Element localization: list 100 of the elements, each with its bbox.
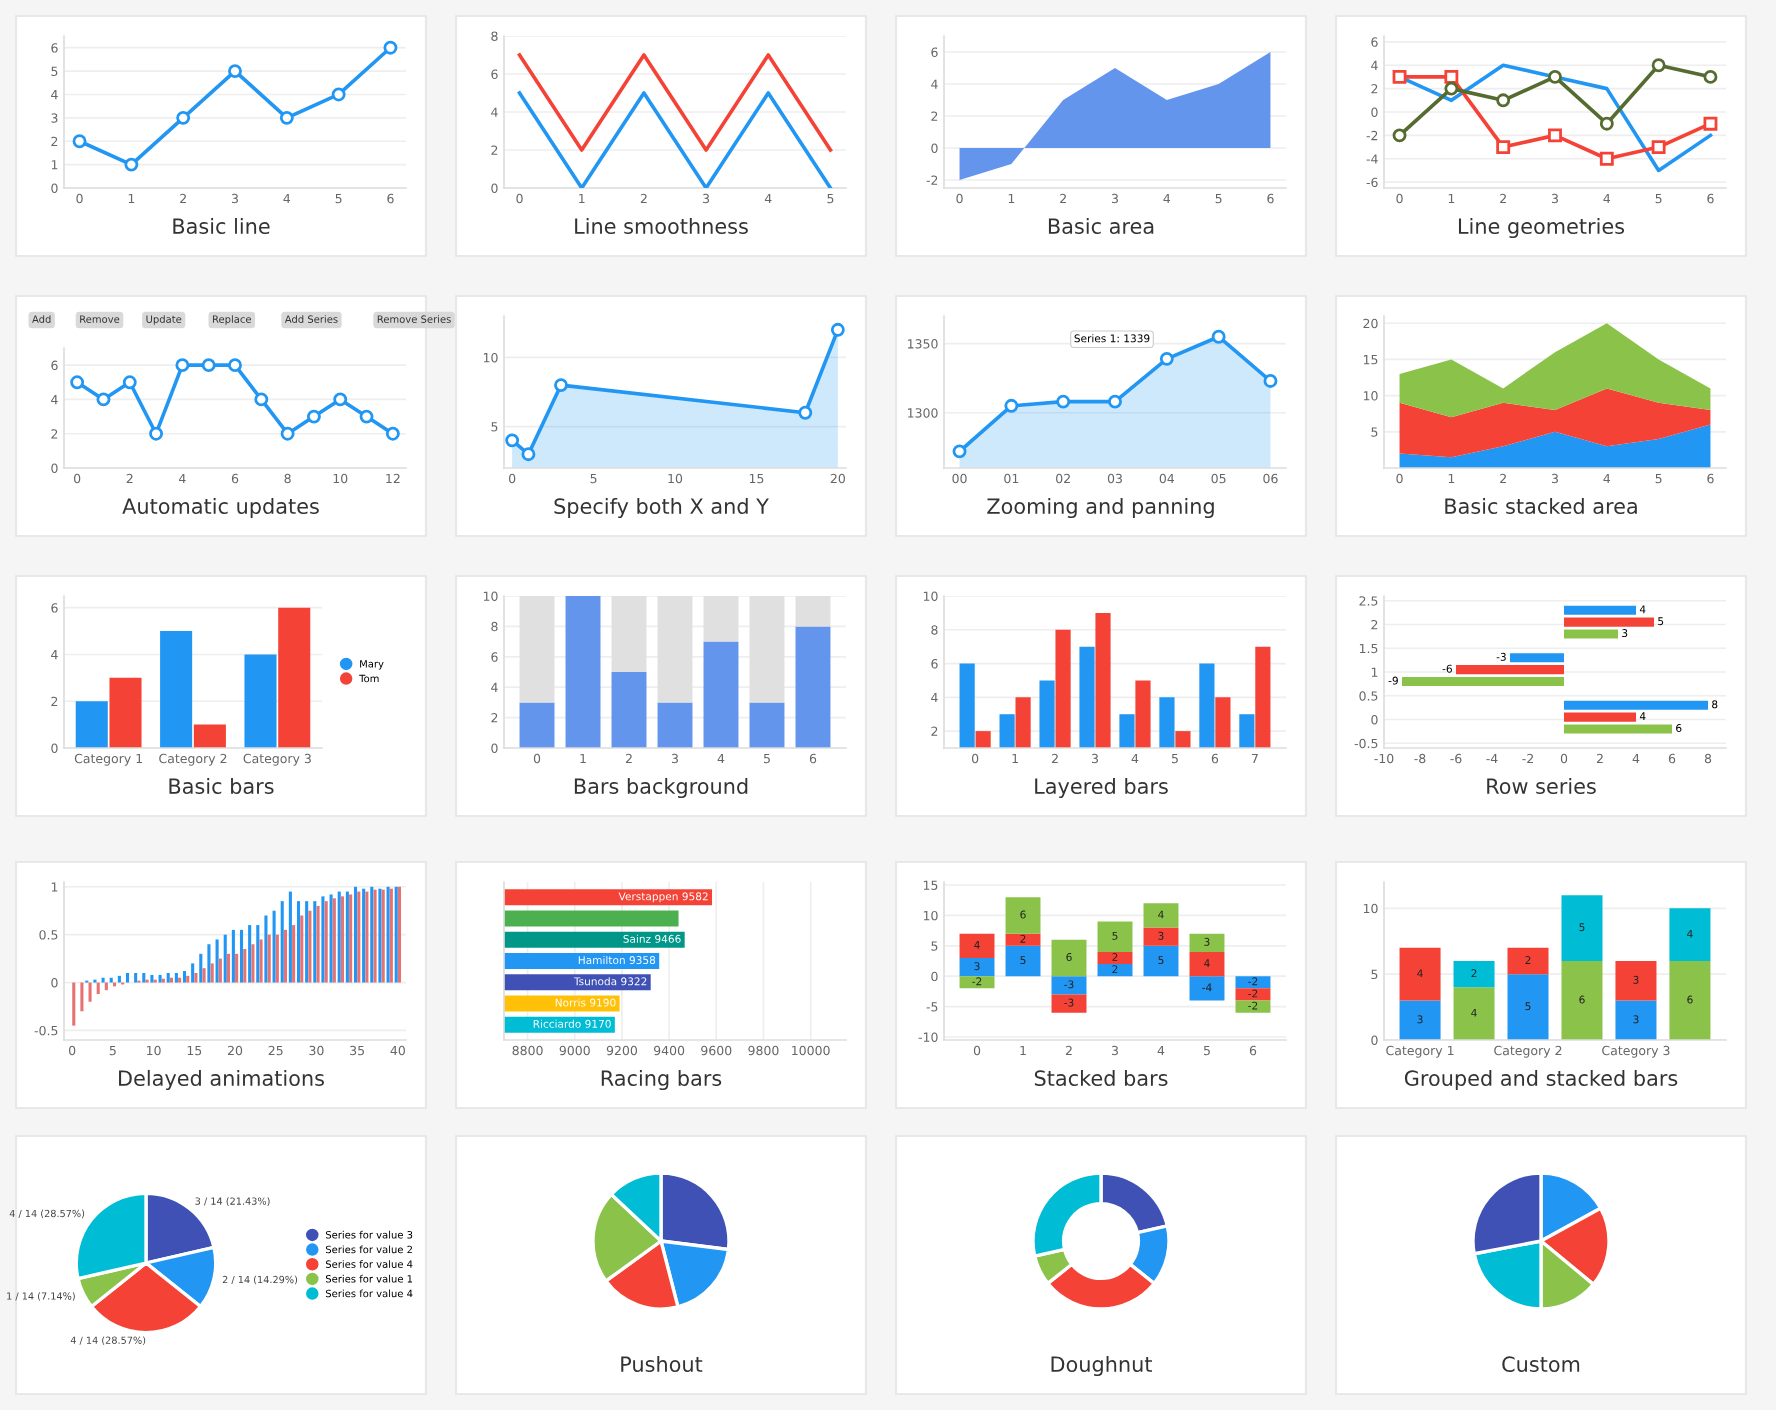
bar xyxy=(1097,964,1133,977)
point xyxy=(72,134,87,149)
bar xyxy=(109,677,142,748)
bar xyxy=(1051,939,1087,977)
bar xyxy=(1564,605,1636,615)
bar xyxy=(1143,945,1179,977)
text: Automatic updates xyxy=(122,497,319,519)
bar xyxy=(1456,665,1564,675)
point xyxy=(149,426,164,441)
point xyxy=(279,110,294,125)
point xyxy=(1599,151,1614,166)
point xyxy=(1548,128,1562,143)
bar xyxy=(1189,976,1225,1001)
point xyxy=(175,358,190,373)
bar xyxy=(1051,976,1087,995)
bar xyxy=(1235,1000,1271,1013)
text: Delayed animations xyxy=(119,1069,324,1091)
text: Doughnut xyxy=(1051,1355,1152,1377)
bar xyxy=(1669,961,1711,1040)
point xyxy=(1056,394,1071,409)
bar xyxy=(1235,988,1271,1001)
bar xyxy=(611,672,647,748)
bar xyxy=(1615,961,1657,1001)
bar xyxy=(703,641,739,748)
bar xyxy=(1564,700,1708,710)
point xyxy=(383,40,398,55)
text: Basic line xyxy=(173,217,270,235)
point xyxy=(1703,116,1718,131)
point xyxy=(554,378,568,393)
point xyxy=(280,426,295,441)
point xyxy=(830,322,845,337)
point xyxy=(359,409,374,424)
point xyxy=(1108,394,1122,409)
point xyxy=(1444,81,1459,96)
point xyxy=(952,444,967,459)
bar xyxy=(75,701,108,748)
bar xyxy=(278,607,311,748)
text: Pushout xyxy=(621,1355,703,1373)
point xyxy=(521,447,536,462)
text: Zooming and panning xyxy=(987,497,1214,519)
bar xyxy=(959,976,995,989)
bar xyxy=(1507,974,1549,1040)
point xyxy=(122,375,137,390)
bar xyxy=(244,654,277,748)
bar xyxy=(1453,987,1495,1040)
point xyxy=(1496,93,1511,108)
bar xyxy=(1005,945,1041,977)
bar xyxy=(1143,927,1179,946)
bar xyxy=(519,596,555,703)
bar xyxy=(1235,976,1271,989)
point xyxy=(1159,351,1174,366)
bar xyxy=(703,596,739,642)
bar xyxy=(749,596,785,703)
bar xyxy=(795,596,831,627)
bar xyxy=(193,724,226,748)
point xyxy=(798,405,813,420)
text: Basic area xyxy=(1048,217,1154,235)
point xyxy=(385,426,400,441)
point xyxy=(124,157,139,172)
bar xyxy=(1564,629,1618,639)
text: Layered bars xyxy=(1035,777,1168,799)
point xyxy=(176,110,191,125)
text: Custom xyxy=(1502,1356,1580,1373)
text: Bars background xyxy=(574,777,748,799)
point xyxy=(333,392,348,407)
bar xyxy=(657,596,693,703)
point xyxy=(1392,69,1407,84)
point xyxy=(1263,374,1278,388)
bar xyxy=(959,933,995,958)
bar xyxy=(1507,947,1549,975)
point xyxy=(228,358,242,373)
bar xyxy=(611,596,647,672)
text: Line smoothness xyxy=(575,217,748,235)
bar xyxy=(1189,951,1225,977)
text: Stacked bars xyxy=(1034,1069,1168,1087)
bar xyxy=(1615,1000,1657,1040)
bar xyxy=(1564,617,1654,627)
bar xyxy=(1561,895,1603,961)
text: Basic bars xyxy=(169,777,274,795)
point xyxy=(254,392,269,407)
bar xyxy=(1143,903,1179,928)
bar xyxy=(1097,921,1133,952)
text: Row series xyxy=(1487,777,1596,795)
bar xyxy=(1564,712,1636,722)
point xyxy=(70,375,85,390)
bar xyxy=(1564,724,1672,734)
text: Specify both X and Y xyxy=(554,497,769,519)
bar xyxy=(1561,961,1603,1040)
text: Racing bars xyxy=(601,1069,722,1091)
point xyxy=(1496,140,1511,155)
point xyxy=(96,392,111,407)
bar xyxy=(749,702,785,748)
point xyxy=(228,64,242,79)
point xyxy=(306,409,321,424)
point xyxy=(1211,329,1226,344)
bar xyxy=(959,957,995,977)
bar xyxy=(1510,653,1564,663)
point xyxy=(1004,398,1019,413)
bar xyxy=(1669,908,1711,961)
text: Basic stacked area xyxy=(1445,497,1637,515)
